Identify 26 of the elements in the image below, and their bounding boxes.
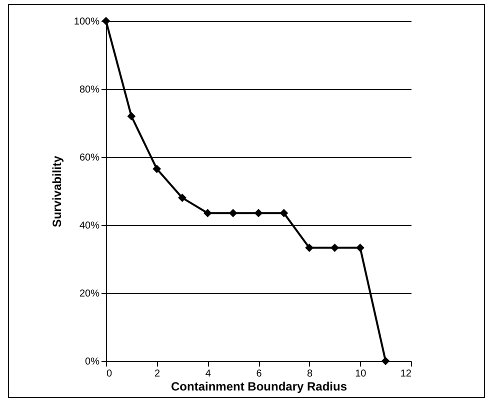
- y-tick-label: 0%: [85, 356, 100, 368]
- point: [228, 208, 238, 218]
- y-tick-label: 80%: [79, 84, 100, 96]
- x-axis-title: Containment Boundary Radius: [170, 380, 348, 394]
- point: [178, 194, 186, 202]
- y-tick-label: 60%: [79, 152, 100, 164]
- x-tick-label: 2: [154, 368, 161, 380]
- point: [127, 112, 136, 120]
- y-axis-title: Survivability: [50, 156, 64, 228]
- point: [280, 208, 288, 218]
- point: [254, 208, 263, 218]
- x-tick-label: 0: [106, 368, 112, 380]
- point: [330, 244, 339, 252]
- point: [356, 244, 364, 252]
- x-tick-label: 6: [256, 368, 262, 380]
- y-tick-label: 20%: [79, 288, 100, 300]
- point: [381, 356, 390, 366]
- x-tick-label: 8: [307, 368, 314, 380]
- point: [305, 244, 314, 252]
- x-tick-label: 12: [400, 368, 412, 380]
- x-tick-label: 10: [355, 368, 367, 380]
- x-tick-label: 4: [205, 368, 212, 380]
- point: [203, 208, 212, 218]
- y-tick-label: 40%: [79, 220, 100, 232]
- y-tick-label: 100%: [74, 16, 100, 28]
- point: [152, 164, 162, 174]
